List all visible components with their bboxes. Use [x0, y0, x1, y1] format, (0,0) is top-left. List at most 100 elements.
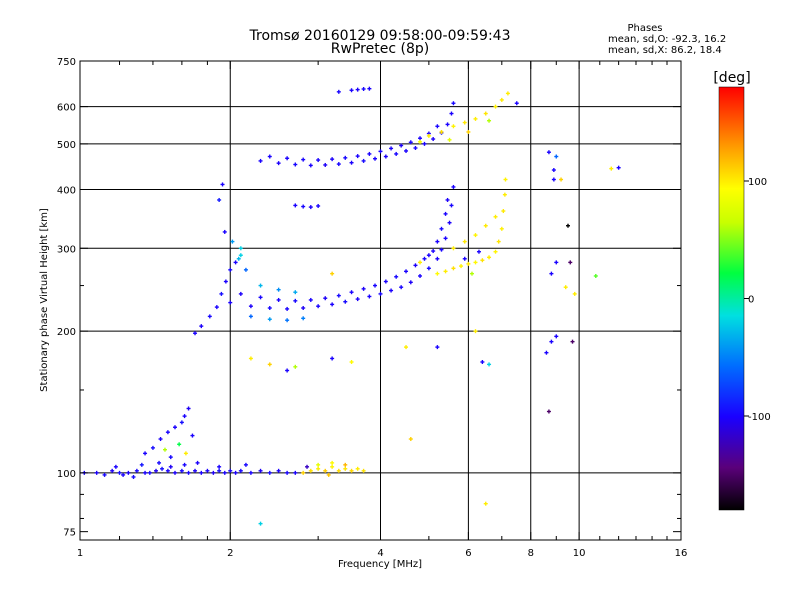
data-point — [361, 468, 366, 473]
data-point — [422, 256, 427, 261]
data-point — [544, 350, 549, 355]
data-point — [361, 286, 366, 291]
y-tick-label: 500 — [57, 140, 76, 151]
data-point — [493, 249, 498, 254]
data-point — [349, 290, 354, 295]
data-point — [248, 304, 253, 309]
data-point — [186, 406, 191, 411]
chart-subtitle: RwPretec (8p) — [331, 41, 429, 57]
data-point — [480, 258, 485, 263]
data-point — [435, 124, 440, 129]
data-point — [285, 156, 290, 161]
data-point — [301, 316, 306, 321]
x-axis-label: Frequency [MHz] — [338, 559, 422, 570]
data-point — [502, 192, 507, 197]
data-point — [443, 211, 448, 216]
data-point — [426, 253, 431, 258]
data-point — [439, 247, 444, 252]
data-point — [182, 462, 187, 467]
data-point — [559, 177, 564, 182]
data-point — [150, 445, 155, 450]
data-point — [343, 466, 348, 471]
data-point — [554, 334, 559, 339]
data-point — [258, 295, 263, 300]
data-point — [355, 154, 360, 159]
data-point — [258, 283, 263, 288]
data-point — [503, 177, 508, 182]
data-point — [293, 470, 298, 475]
data-point — [102, 472, 107, 477]
data-point — [487, 362, 492, 367]
x-tick-label: 10 — [573, 548, 586, 559]
data-point — [483, 223, 488, 228]
data-point — [572, 291, 577, 296]
data-point — [121, 472, 126, 477]
colorbar-label: [deg] — [713, 70, 750, 86]
data-point — [258, 468, 263, 473]
data-point — [418, 139, 423, 144]
data-point — [285, 368, 290, 373]
x-tick-label: 2 — [227, 548, 233, 559]
data-point — [459, 264, 464, 269]
data-point — [248, 470, 253, 475]
data-point — [195, 460, 200, 465]
data-point — [546, 409, 551, 414]
x-tick-label: 6 — [465, 548, 471, 559]
data-point — [476, 249, 481, 254]
data-point — [483, 111, 488, 116]
data-point — [267, 317, 272, 322]
data-point — [499, 97, 504, 102]
data-point — [378, 149, 383, 154]
data-points — [82, 86, 621, 526]
data-point — [308, 205, 313, 210]
data-point — [179, 420, 184, 425]
data-point — [219, 291, 224, 296]
data-point — [487, 255, 492, 260]
data-point — [248, 356, 253, 361]
data-point — [172, 470, 177, 475]
data-point — [473, 260, 478, 265]
data-point — [179, 468, 184, 473]
colorbar-ticks: 100 0 -100 — [744, 177, 771, 423]
data-point — [373, 156, 378, 161]
data-point — [378, 291, 383, 296]
data-point — [394, 151, 399, 156]
data-point — [413, 146, 418, 151]
data-point — [445, 122, 450, 127]
data-point — [367, 151, 372, 156]
data-point — [211, 470, 216, 475]
data-point — [505, 91, 510, 96]
data-point — [222, 229, 227, 234]
data-point — [183, 451, 188, 456]
data-point — [404, 148, 409, 153]
y-tick-label: 600 — [57, 103, 76, 114]
data-point — [323, 296, 328, 301]
y-axis-ticks: 75 100 200 300 400 500 600 750 — [57, 57, 681, 539]
data-point — [399, 143, 404, 148]
data-point — [439, 226, 444, 231]
data-point — [172, 425, 177, 430]
data-point — [330, 356, 335, 361]
data-point — [276, 297, 281, 302]
colorbar-tick-label: -100 — [748, 412, 771, 423]
data-point — [367, 294, 372, 299]
data-point — [451, 124, 456, 129]
data-point — [168, 455, 173, 460]
data-point — [236, 256, 241, 261]
data-point — [223, 279, 228, 284]
data-point — [443, 269, 448, 274]
data-point — [549, 271, 554, 276]
data-point — [435, 345, 440, 350]
data-point — [466, 129, 471, 134]
y-tick-label: 400 — [57, 185, 76, 196]
data-point — [134, 468, 139, 473]
data-point — [330, 460, 335, 465]
data-point — [483, 501, 488, 506]
data-point — [373, 283, 378, 288]
data-point — [349, 359, 354, 364]
data-point — [343, 155, 348, 160]
data-point — [131, 474, 136, 479]
data-point — [238, 253, 243, 258]
colorbar — [718, 86, 745, 511]
data-point — [214, 305, 219, 310]
